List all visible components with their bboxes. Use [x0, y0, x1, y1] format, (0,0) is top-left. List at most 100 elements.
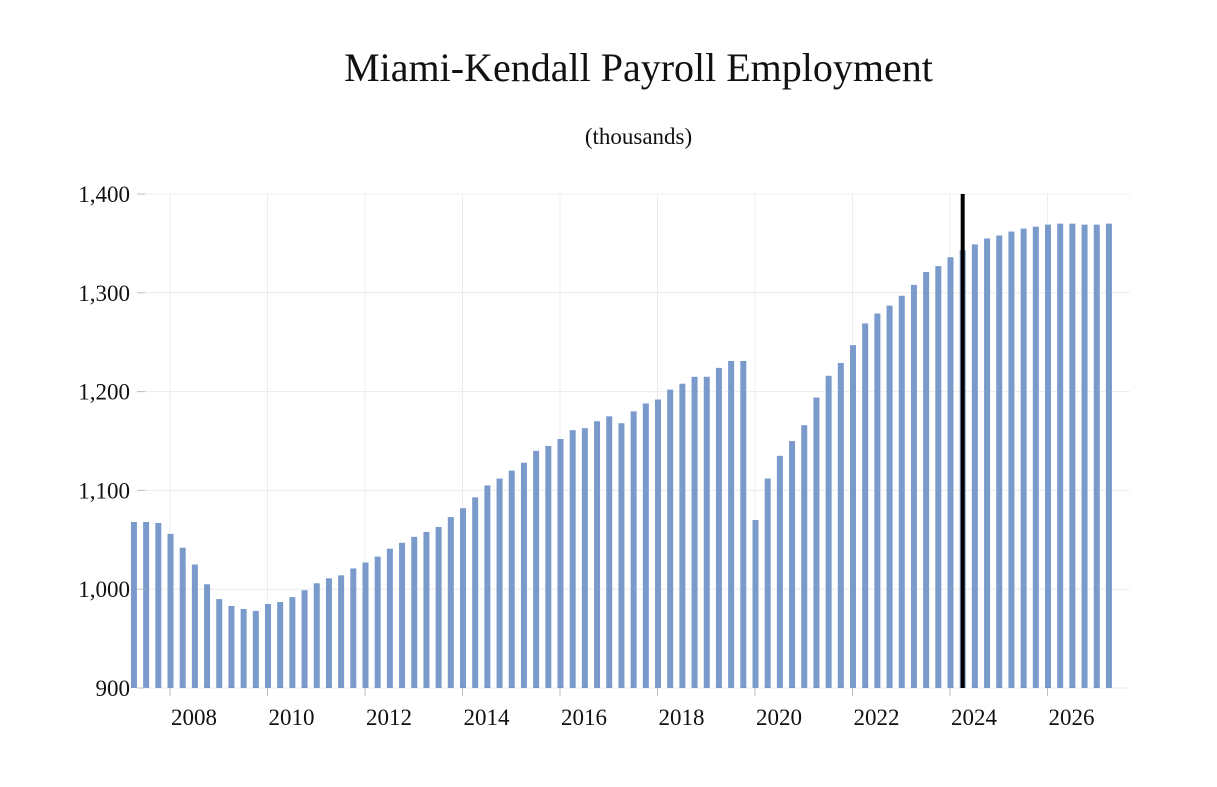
bar-2025Q4: [1032, 226, 1039, 688]
axes: 900 1,000 1,100 1,200 1,300 1,400 2008 2010 2012…: [78, 182, 1094, 730]
y-tick-label: 1,100: [78, 478, 130, 503]
bar-2021Q3: [825, 375, 832, 688]
y-tick-label: 1,000: [78, 577, 130, 602]
bar-2018Q2: [667, 389, 674, 688]
bar-2018Q1: [655, 399, 661, 688]
bar-2011Q2: [325, 578, 332, 688]
bar-2024Q4: [984, 238, 991, 688]
bar-2022Q1: [850, 345, 856, 688]
x-tick-label: 2026: [1049, 705, 1095, 730]
bar-2012Q1: [362, 562, 369, 688]
bar-2023Q1: [898, 295, 905, 688]
bar-2021Q4: [837, 362, 844, 688]
bar-2012Q3: [386, 548, 393, 688]
bar-2019Q4: [740, 360, 747, 688]
x-tick-label: 2024: [951, 705, 998, 730]
bar-2007Q4: [155, 523, 162, 688]
bar-2023Q2: [910, 284, 917, 688]
bar-2017Q1: [606, 416, 613, 688]
bar-2015Q1: [508, 470, 515, 688]
bar-2021Q1: [801, 425, 808, 688]
bar-2013Q1: [411, 536, 418, 688]
bar-2026Q3: [1069, 223, 1076, 688]
bar-2010Q4: [301, 590, 308, 688]
bar-2013Q4: [447, 517, 454, 688]
bar-2011Q4: [350, 568, 357, 688]
chart-title: Miami-Kendall Payroll Employment: [344, 45, 933, 90]
x-tick-label: 2016: [561, 705, 607, 730]
x-tick-label: 2022: [854, 705, 900, 730]
bar-2018Q3: [679, 383, 686, 688]
bar-2018Q4: [691, 376, 698, 688]
x-tick-label: 2008: [171, 705, 217, 730]
bar-2015Q3: [533, 450, 540, 688]
bar-2024Q3: [971, 244, 978, 688]
bar-2016Q2: [569, 430, 576, 688]
bar-2020Q4: [789, 441, 796, 688]
bar-2009Q4: [252, 610, 259, 688]
bar-2022Q3: [874, 313, 881, 688]
bar-2027Q1: [1093, 224, 1100, 689]
bar-2009Q3: [240, 608, 247, 688]
bar-2019Q3: [728, 360, 735, 688]
bar-2008Q4: [204, 584, 211, 688]
bar-2022Q2: [862, 323, 869, 688]
bar-2012Q4: [399, 542, 406, 688]
x-tick-label: 2018: [659, 705, 705, 730]
bar-2008Q1: [167, 533, 174, 688]
bar-2022Q4: [886, 305, 893, 688]
bar-2008Q3: [191, 564, 198, 688]
chart-subtitle: (thousands): [584, 124, 693, 149]
bar-2017Q3: [630, 411, 637, 688]
bar-2021Q2: [813, 397, 820, 688]
x-tick-label: 2020: [756, 705, 802, 730]
bar-2016Q4: [594, 421, 601, 688]
bar-2017Q2: [618, 423, 625, 688]
y-tick-label: 1,300: [78, 281, 130, 306]
bar-2015Q2: [520, 462, 527, 688]
bar-2008Q2: [179, 547, 186, 688]
bar-2013Q3: [435, 526, 442, 688]
bar-2026Q4: [1081, 224, 1088, 689]
bar-2017Q4: [642, 403, 649, 688]
bar-2019Q2: [715, 367, 722, 688]
y-tick-label: 1,200: [78, 380, 130, 405]
bar-2010Q3: [289, 597, 296, 688]
bar-2011Q1: [313, 583, 320, 688]
x-tick-label: 2014: [464, 705, 511, 730]
y-tick-label: 1,400: [78, 182, 130, 207]
bar-2025Q1: [996, 235, 1003, 688]
bar-2027Q2: [1105, 223, 1112, 688]
bar-2009Q2: [228, 605, 235, 688]
bar-2016Q1: [557, 439, 564, 688]
bar-2009Q1: [216, 599, 223, 688]
bar-2014Q2: [472, 497, 479, 688]
bar-2012Q2: [374, 556, 381, 688]
bar-2026Q2: [1057, 223, 1064, 688]
bar-2023Q4: [935, 266, 942, 688]
bar-2014Q1: [460, 508, 466, 688]
bar-2011Q3: [338, 575, 345, 688]
bar-2010Q2: [277, 602, 284, 688]
bar-2025Q3: [1020, 228, 1027, 688]
x-tick-label: 2012: [366, 705, 412, 730]
bar-2025Q2: [1008, 231, 1015, 688]
bar-2020Q2: [764, 478, 771, 688]
bar-2014Q4: [496, 478, 503, 688]
bar-2020Q1: [752, 520, 759, 688]
bar-2015Q4: [545, 445, 552, 688]
bar-2023Q3: [923, 272, 930, 688]
bar-2019Q1: [703, 376, 710, 688]
bar-2013Q2: [423, 531, 430, 688]
bar-2026Q1: [1045, 224, 1051, 689]
bar-2010Q1: [265, 604, 271, 688]
y-tick-label: 900: [96, 676, 131, 701]
bar-2016Q3: [581, 428, 588, 688]
x-tick-label: 2010: [269, 705, 315, 730]
bar-2007Q2: [130, 522, 137, 688]
bar-2020Q3: [776, 455, 783, 688]
bar-2014Q3: [484, 485, 491, 688]
bar-2024Q1: [947, 257, 954, 688]
bar-2007Q3: [143, 522, 150, 688]
